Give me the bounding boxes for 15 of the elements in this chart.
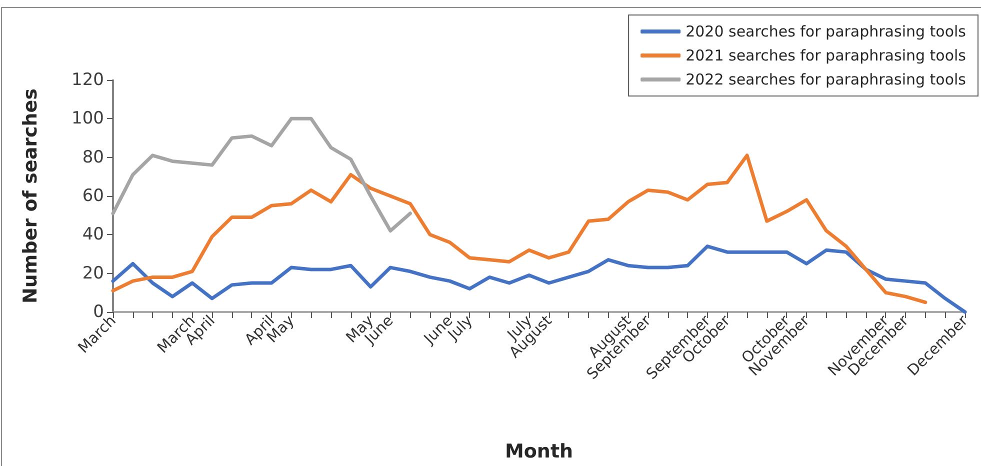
y-tick-label: 60 [82,186,104,206]
legend-label: 2021 searches for paraphrasing tools [686,46,966,64]
y-tick-label: 120 [72,70,104,90]
y-tick-label: 20 [82,263,104,284]
y-tick-label: 100 [72,108,104,129]
line-series [111,244,967,314]
y-axis-title: Number of searches [20,88,42,304]
y-tick-label: 80 [82,147,104,168]
legend-label: 2022 searches for paraphrasing tools [686,70,966,88]
x-axis-title: Month [504,440,574,462]
line-series [111,154,928,304]
y-tick-label: 0 [93,302,104,322]
y-tick-label: 40 [82,224,104,245]
legend-label: 2020 searches for paraphrasing tools [686,22,966,40]
line-series [111,116,412,233]
